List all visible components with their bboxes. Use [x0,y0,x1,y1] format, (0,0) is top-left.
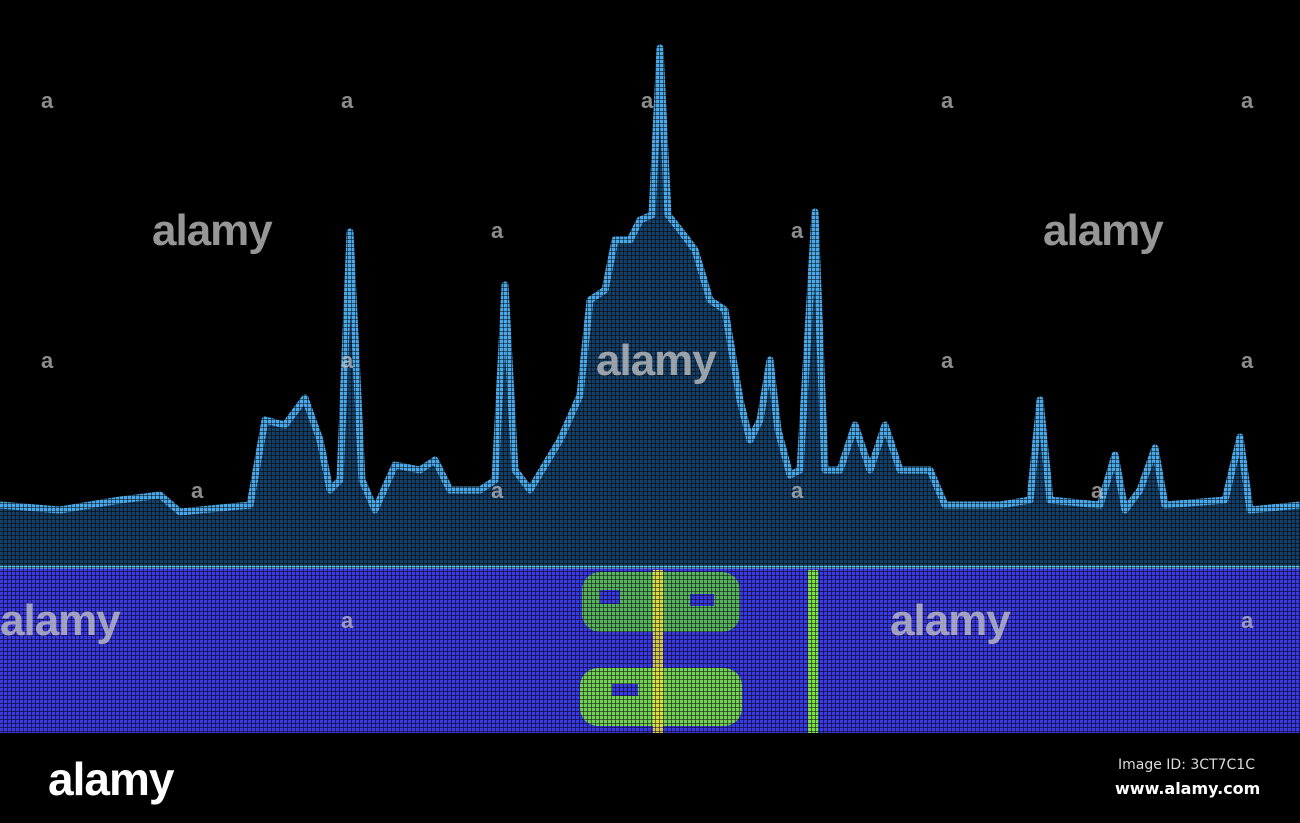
watermark: alamy [890,596,1011,645]
waterfall [0,565,1300,733]
site-url: www.alamy.com [1115,779,1261,798]
watermark-mark: a [641,88,654,113]
watermark-mark: a [491,218,504,243]
watermark-mark: a [941,88,954,113]
watermark-mark: a [341,88,354,113]
alamy-logo: alamy [48,753,174,805]
watermark-mark: a [41,348,54,373]
watermark: alamy [596,336,717,385]
image-id: Image ID: 3CT7C1C [1118,757,1255,773]
watermark: alamy [152,206,273,255]
watermark: alamy [0,596,121,645]
watermark-mark: a [791,478,804,503]
watermark-mark: a [191,478,204,503]
watermark-mark: a [941,348,954,373]
watermark-mark: a [41,88,54,113]
watermark-mark: a [341,348,354,373]
watermark-mark: a [341,608,354,633]
watermark-mark: a [791,218,804,243]
watermark-mark: a [1091,478,1104,503]
watermark-mark: a [1241,348,1254,373]
watermark: alamy [1043,206,1164,255]
watermark-mark: a [491,478,504,503]
watermark-mark: a [1241,608,1254,633]
watermark-mark: a [1241,88,1254,113]
